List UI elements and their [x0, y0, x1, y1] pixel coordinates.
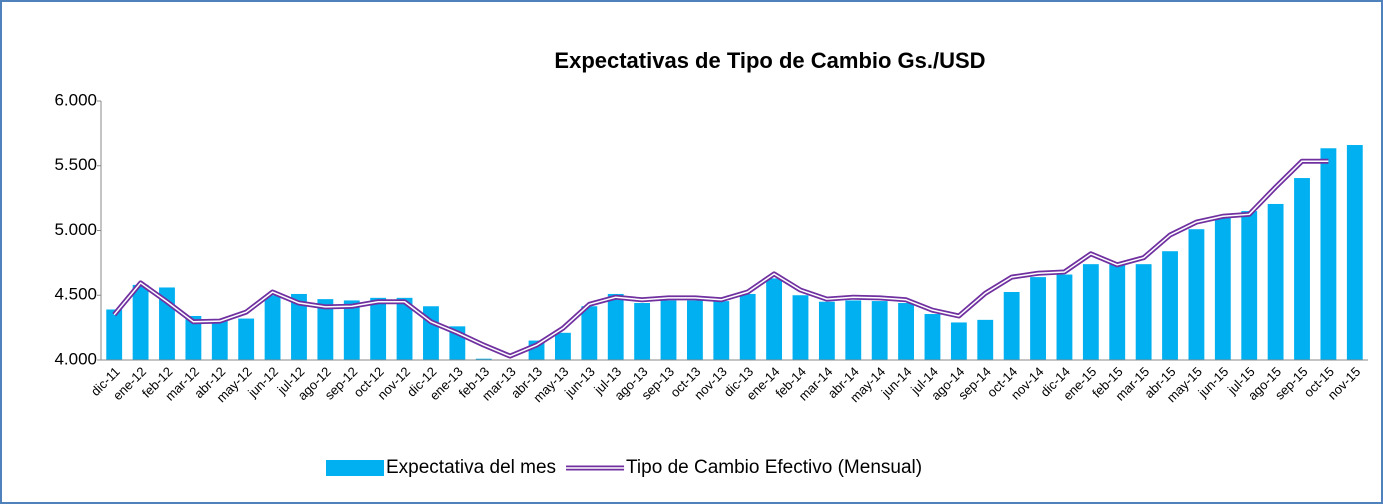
bar [1135, 264, 1152, 360]
legend-label: Tipo de Cambio Efectivo (Mensual) [626, 457, 922, 478]
bar [211, 319, 228, 360]
bar [291, 293, 307, 360]
bar [264, 295, 281, 360]
chart-title: Expectativas de Tipo de Cambio Gs./USD [554, 48, 985, 73]
y-tick-label: 5.500 [54, 155, 97, 174]
bar [1056, 274, 1073, 360]
bar [898, 303, 914, 360]
bar [1003, 292, 1020, 360]
bar [1320, 148, 1337, 360]
bar [1109, 264, 1126, 360]
legend-swatch [326, 460, 384, 476]
bar [818, 301, 835, 360]
bar [1346, 145, 1363, 360]
bar [845, 300, 862, 360]
bar [396, 297, 413, 360]
bar [370, 297, 387, 360]
bar [1030, 277, 1046, 360]
bar [1267, 203, 1284, 360]
bar [924, 314, 941, 360]
line-inner [113, 160, 1329, 357]
bar [686, 300, 703, 360]
y-tick-label: 4.500 [54, 285, 97, 304]
bar [1294, 178, 1310, 360]
bar [1214, 216, 1231, 360]
bar [555, 332, 571, 360]
bar [871, 301, 888, 360]
bar [1241, 211, 1258, 360]
bar [581, 306, 598, 360]
bar [713, 301, 730, 360]
bar [739, 293, 756, 360]
bar [766, 278, 783, 360]
bar [950, 322, 967, 360]
bar [634, 303, 651, 360]
bar [607, 293, 624, 360]
legend-label: Expectativa del mes [386, 457, 556, 478]
bar [792, 295, 809, 360]
bar [977, 319, 994, 360]
bar [1082, 264, 1099, 360]
bar [106, 309, 123, 360]
bar [660, 300, 677, 360]
y-tick-label: 6.000 [54, 90, 97, 109]
y-tick-label: 4.000 [54, 349, 97, 368]
bar [1188, 229, 1205, 360]
bar [132, 284, 149, 360]
bar [343, 300, 360, 360]
bar [185, 315, 202, 360]
bar [317, 299, 334, 360]
bar [475, 358, 492, 360]
bar [423, 306, 439, 360]
y-tick-label: 5.000 [54, 220, 97, 239]
bar [1162, 251, 1178, 360]
bar [238, 318, 255, 360]
